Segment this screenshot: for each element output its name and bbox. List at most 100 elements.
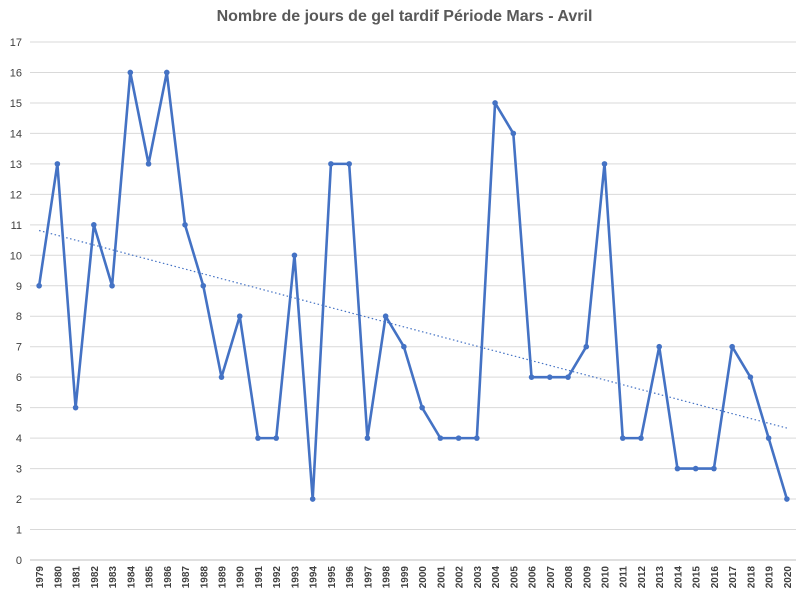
data-point xyxy=(382,313,389,320)
x-tick-label: 2017 xyxy=(728,566,739,589)
y-tick-label: 0 xyxy=(16,555,22,567)
x-tick-label: 1997 xyxy=(363,566,374,589)
data-point xyxy=(747,374,754,380)
data-point xyxy=(273,435,280,441)
y-tick-label: 3 xyxy=(16,464,22,476)
y-tick-label: 9 xyxy=(16,281,22,293)
x-tick-label: 1994 xyxy=(309,566,320,589)
data-point xyxy=(54,161,61,167)
data-point xyxy=(163,69,170,76)
x-tick-label: 2013 xyxy=(655,566,666,589)
y-tick-label: 11 xyxy=(11,220,22,232)
x-tick-label: 1985 xyxy=(145,566,156,589)
x-tick-label: 2014 xyxy=(673,566,684,589)
data-point xyxy=(291,252,298,259)
data-point xyxy=(765,435,772,441)
data-point xyxy=(255,435,261,441)
y-tick-label: 12 xyxy=(10,189,22,201)
x-tick-label: 2009 xyxy=(582,566,593,589)
data-point xyxy=(218,374,225,380)
y-tick-label: 8 xyxy=(16,311,22,323)
data-point xyxy=(364,435,371,441)
x-tick-label: 1992 xyxy=(272,566,283,589)
data-point xyxy=(474,435,480,441)
x-tick-label: 1980 xyxy=(53,566,64,589)
x-tick-label: 2015 xyxy=(692,566,703,589)
data-point xyxy=(510,130,517,137)
x-tick-label: 2007 xyxy=(546,566,557,589)
x-tick-label: 2019 xyxy=(765,566,776,589)
x-tick-label: 2006 xyxy=(528,566,539,589)
y-tick-label: 15 xyxy=(10,98,22,110)
y-tick-label: 2 xyxy=(16,494,22,506)
x-tick-label: 2005 xyxy=(509,566,520,589)
x-tick-label: 1995 xyxy=(327,566,338,589)
data-point xyxy=(692,465,699,472)
data-point xyxy=(619,435,626,441)
data-point xyxy=(638,435,644,441)
data-point xyxy=(109,282,115,289)
y-tick-label: 14 xyxy=(10,128,22,140)
x-tick-label: 2003 xyxy=(473,566,484,589)
x-tick-label: 2001 xyxy=(436,566,447,589)
y-tick-label: 10 xyxy=(10,250,22,262)
x-tick-label: 2002 xyxy=(455,566,466,589)
x-tick-label: 1993 xyxy=(290,566,301,589)
x-tick-label: 1981 xyxy=(72,566,83,589)
x-tick-label: 1987 xyxy=(181,566,192,589)
data-point xyxy=(437,435,444,441)
x-tick-label: 2010 xyxy=(601,566,612,589)
x-tick-label: 2000 xyxy=(418,566,429,589)
x-tick-label: 1989 xyxy=(218,566,229,589)
x-tick-label: 2004 xyxy=(491,566,502,589)
data-point xyxy=(346,161,352,167)
data-point xyxy=(401,343,407,350)
x-tick-label: 2020 xyxy=(783,566,794,589)
x-tick-label: 2012 xyxy=(637,566,648,589)
data-point xyxy=(328,161,334,167)
data-point xyxy=(656,343,663,350)
data-point xyxy=(546,374,553,380)
x-tick-label: 2011 xyxy=(619,566,630,588)
x-tick-label: 1991 xyxy=(254,566,265,589)
x-tick-label: 1983 xyxy=(108,566,119,589)
data-point xyxy=(565,374,571,380)
data-point xyxy=(91,222,97,228)
data-point xyxy=(145,161,152,167)
data-point xyxy=(528,374,535,380)
data-point xyxy=(492,100,498,106)
trendline xyxy=(38,229,788,429)
data-point xyxy=(200,282,207,289)
y-tick-label: 5 xyxy=(16,403,22,415)
x-tick-label: 1996 xyxy=(345,566,356,589)
y-tick-label: 17 xyxy=(10,37,22,49)
x-tick-label: 1998 xyxy=(382,566,393,589)
data-point xyxy=(182,222,188,228)
series-line xyxy=(37,71,789,501)
data-point xyxy=(711,465,717,472)
data-point xyxy=(455,435,462,441)
data-point xyxy=(419,404,425,411)
data-point xyxy=(784,496,790,502)
x-tick-label: 2016 xyxy=(710,566,721,589)
y-tick-label: 6 xyxy=(16,372,22,384)
y-tick-label: 4 xyxy=(16,433,22,445)
y-tick-label: 16 xyxy=(10,67,22,79)
y-tick-label: 13 xyxy=(10,159,22,171)
data-point xyxy=(36,282,42,289)
data-point xyxy=(583,343,590,350)
x-tick-label: 1986 xyxy=(163,566,174,589)
data-point xyxy=(72,404,79,411)
y-tick-label: 1 xyxy=(16,525,22,537)
x-tick-label: 1979 xyxy=(35,566,46,589)
y-tick-label: 7 xyxy=(16,342,22,354)
x-tick-label: 2018 xyxy=(746,566,757,589)
chart-title: Nombre de jours de gel tardif Période Ma… xyxy=(216,8,593,25)
data-point xyxy=(309,496,316,502)
x-tick-label: 1999 xyxy=(400,566,411,589)
x-tick-label: 1990 xyxy=(236,566,247,589)
data-point xyxy=(601,161,608,167)
data-point xyxy=(674,465,681,472)
